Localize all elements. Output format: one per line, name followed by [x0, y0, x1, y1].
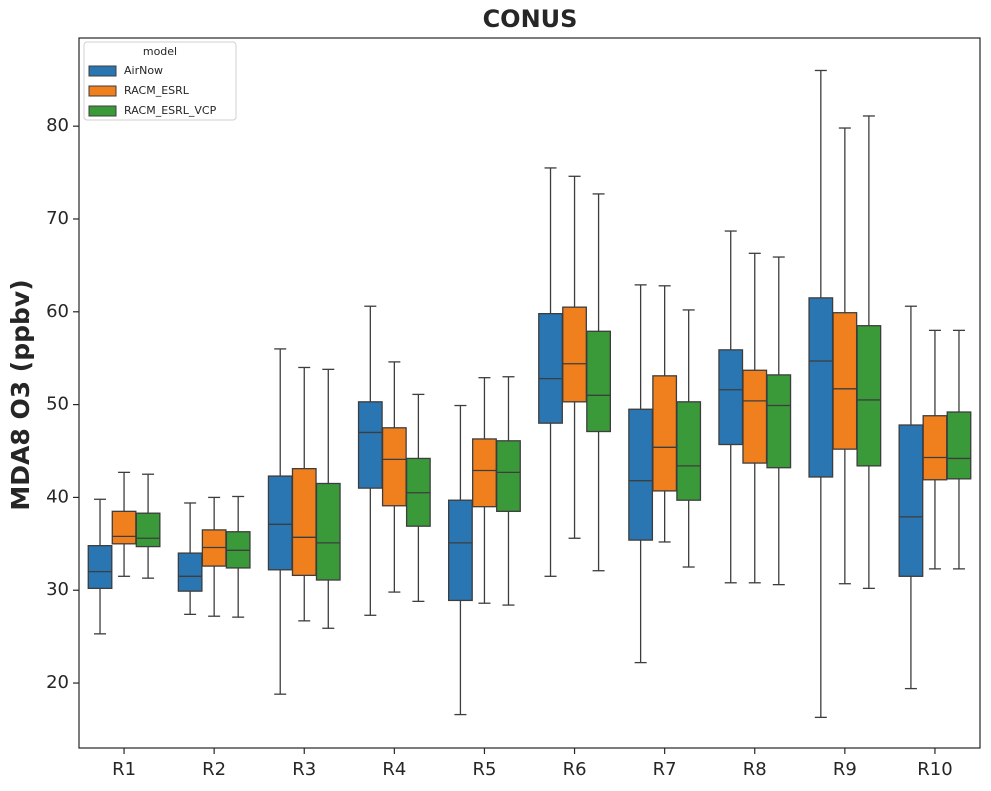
- box: [766, 374, 792, 469]
- box: [111, 510, 137, 545]
- y-tick-label: 50: [46, 394, 69, 415]
- x-tick-label: R3: [292, 759, 316, 780]
- legend-title: model: [143, 45, 177, 58]
- y-tick-label: 40: [46, 486, 69, 507]
- box: [381, 427, 407, 507]
- box: [586, 330, 611, 433]
- y-tick-label: 70: [46, 208, 69, 229]
- x-tick-label: R6: [563, 759, 587, 780]
- box: [315, 482, 341, 581]
- y-tick-label: 30: [46, 579, 69, 600]
- legend-box: [83, 41, 237, 121]
- box: [87, 545, 113, 590]
- legend-label: RACM_ESRL: [124, 84, 190, 97]
- legend-label: RACM_ESRL_VCP: [124, 104, 217, 117]
- box: [856, 325, 882, 467]
- box: [448, 499, 473, 602]
- x-tick-label: R1: [112, 759, 136, 780]
- y-axis-label: MDA8 O3 (ppbv): [6, 279, 35, 510]
- box: [652, 375, 678, 492]
- box: [357, 401, 383, 489]
- box: [832, 312, 858, 450]
- x-tick-label: R8: [743, 759, 767, 780]
- box: [267, 475, 293, 571]
- x-tick-label: R4: [382, 759, 406, 780]
- box: [496, 440, 521, 512]
- legend-swatch: [88, 85, 117, 97]
- x-tick-label: R2: [202, 759, 226, 780]
- y-tick-label: 80: [46, 115, 69, 136]
- box: [898, 424, 924, 577]
- box: [628, 408, 654, 541]
- box: [177, 552, 203, 592]
- x-tick-label: R7: [653, 759, 677, 780]
- legend-swatch: [88, 65, 117, 77]
- plot-frame: [78, 37, 981, 749]
- box: [946, 411, 972, 480]
- box: [291, 467, 317, 577]
- legend-label: AirNow: [124, 64, 163, 77]
- y-tick-label: 60: [46, 301, 69, 322]
- box: [718, 349, 744, 446]
- box: [742, 369, 768, 464]
- box: [538, 312, 563, 424]
- box: [562, 306, 587, 403]
- box: [472, 438, 497, 508]
- chart-title: CONUS: [483, 5, 578, 33]
- y-tick-label: 20: [46, 672, 69, 693]
- box: [135, 512, 161, 548]
- box: [922, 415, 948, 481]
- box: [676, 401, 702, 501]
- x-tick-label: R10: [917, 759, 952, 780]
- legend-swatch: [88, 105, 117, 117]
- x-tick-label: R9: [833, 759, 857, 780]
- x-tick-label: R5: [472, 759, 496, 780]
- box: [808, 297, 834, 478]
